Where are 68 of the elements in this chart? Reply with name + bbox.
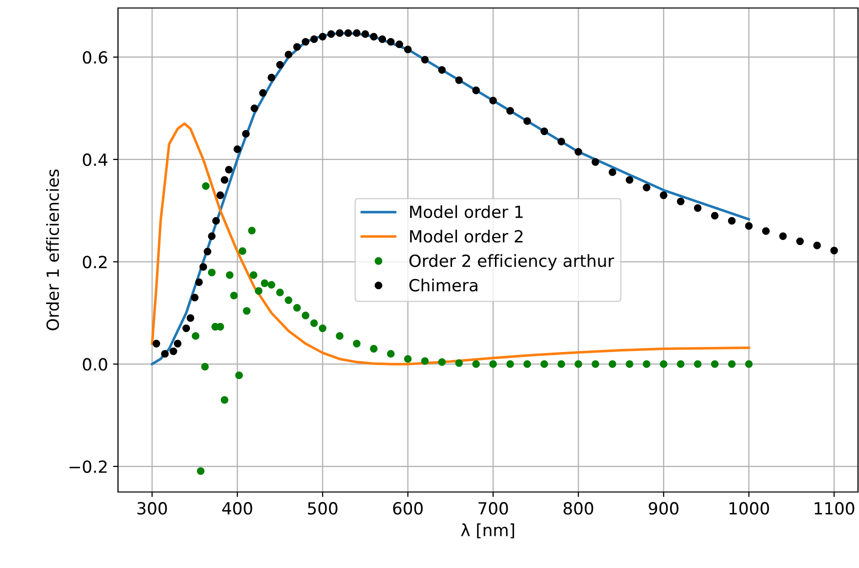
point — [540, 360, 548, 368]
point — [201, 362, 209, 370]
point — [318, 324, 326, 332]
point — [608, 360, 616, 368]
y-tick-label: 0.0 — [82, 358, 108, 371]
point — [728, 360, 736, 368]
point — [235, 372, 243, 380]
y-tick-label: 0.4 — [82, 153, 108, 166]
point — [250, 271, 258, 279]
x-tick-label: 600 — [393, 502, 423, 515]
x-tick-label: 1100 — [814, 502, 854, 515]
x-tick-label: 500 — [308, 502, 338, 515]
point — [386, 350, 395, 358]
point — [260, 279, 268, 288]
x-tick-label: 700 — [478, 502, 508, 515]
x-tick-label: 1000 — [730, 502, 769, 515]
x-axis-title: λ [nm] — [461, 523, 514, 538]
point — [242, 307, 251, 315]
point — [226, 271, 234, 279]
legend-label: Model order 2 — [410, 230, 522, 243]
point — [293, 304, 301, 312]
point — [489, 360, 497, 368]
x-tick-label: 400 — [222, 502, 252, 515]
legend-label: Model order 1 — [410, 205, 523, 218]
point — [302, 312, 310, 320]
point — [574, 360, 582, 368]
point — [370, 344, 378, 353]
point — [421, 357, 429, 365]
point — [202, 182, 210, 190]
point — [710, 360, 719, 368]
point — [592, 360, 600, 368]
point — [220, 396, 228, 404]
point — [404, 355, 412, 363]
point — [472, 360, 480, 368]
point — [284, 296, 292, 304]
point — [558, 360, 566, 368]
point — [694, 360, 702, 368]
point — [626, 360, 634, 368]
point — [192, 332, 200, 340]
point — [438, 358, 446, 366]
x-tick-label: 300 — [137, 502, 167, 515]
legend-label: Chimera — [409, 278, 478, 292]
point — [660, 360, 668, 368]
point — [455, 359, 463, 367]
point — [276, 288, 284, 296]
point — [336, 332, 344, 340]
point — [676, 360, 684, 368]
y-tick-label: 0.6 — [82, 51, 108, 64]
point — [208, 268, 216, 276]
point — [352, 340, 361, 348]
line-series — [150, 122, 750, 366]
point — [248, 226, 256, 234]
point — [506, 360, 514, 368]
point — [254, 287, 262, 295]
point — [745, 360, 753, 368]
point — [238, 247, 246, 255]
x-tick-label: 900 — [648, 502, 678, 515]
point — [268, 280, 276, 289]
point — [523, 360, 532, 368]
legend-label: Order 2 efficiency arthur — [409, 254, 614, 270]
y-tick-label: 0.2 — [82, 256, 107, 268]
x-tick-label: 800 — [564, 502, 594, 515]
y-axis-title: Order 1 efficiencies — [46, 170, 60, 330]
point — [230, 292, 238, 300]
point — [642, 360, 650, 368]
point — [196, 467, 205, 475]
y-tick-label: −0.2 — [70, 460, 107, 473]
point — [310, 319, 318, 327]
